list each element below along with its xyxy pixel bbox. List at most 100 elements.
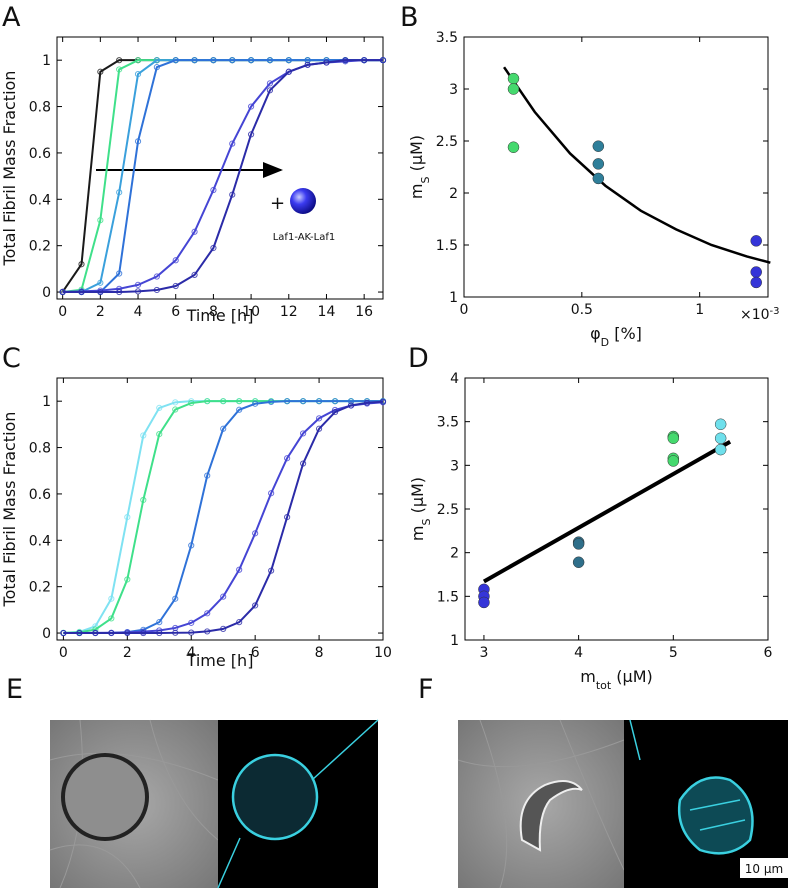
x-tick-label: 6 bbox=[171, 304, 180, 320]
y-axis-label: mS (μM) bbox=[408, 477, 433, 541]
data-point bbox=[204, 610, 211, 617]
plot-frame bbox=[56, 377, 384, 641]
y-tick-label: 2 bbox=[449, 186, 458, 202]
x-tick-label: 8 bbox=[315, 645, 324, 661]
y-tick-label: 0 bbox=[42, 626, 51, 642]
plot-frame bbox=[56, 36, 384, 300]
fit-line bbox=[62, 59, 383, 294]
y-axis-label: Total Fibril Mass Fraction bbox=[0, 412, 19, 608]
y-tick-label: 0.6 bbox=[29, 146, 51, 162]
y-tick-label: 0.2 bbox=[29, 580, 51, 596]
y-tick-label: 2 bbox=[450, 546, 459, 562]
data-point bbox=[478, 596, 490, 609]
x-tick-label: 0 bbox=[58, 304, 67, 320]
data-point bbox=[220, 593, 227, 600]
x-tick-label: 16 bbox=[355, 304, 373, 320]
data-point bbox=[236, 566, 243, 573]
x-tick-label: 3 bbox=[479, 645, 488, 661]
y-axis-label-unit: (μM) bbox=[408, 477, 427, 519]
panel-label: E bbox=[6, 674, 23, 705]
data-point bbox=[507, 83, 520, 95]
x-axis-label-unit: (μM) bbox=[611, 667, 653, 686]
x-tick-label: 0 bbox=[460, 302, 469, 318]
x-tick-label: 14 bbox=[318, 304, 336, 320]
x-tick-label: 4 bbox=[574, 645, 583, 661]
y-axis-label: mS (μM) bbox=[407, 135, 432, 199]
data-point bbox=[266, 80, 274, 87]
x-tick-label: 2 bbox=[96, 304, 105, 320]
data-point bbox=[592, 140, 605, 152]
data-point bbox=[592, 172, 605, 185]
fit-line bbox=[482, 440, 732, 584]
panel-label: C bbox=[2, 343, 21, 374]
multiplier-main: ×10 bbox=[740, 307, 770, 323]
y-tick-label: 0.2 bbox=[29, 239, 51, 255]
x-tick-label: 0.5 bbox=[571, 302, 593, 318]
y-tick-label: 1 bbox=[42, 394, 51, 410]
data-point bbox=[172, 257, 179, 264]
y-tick-label: 1.5 bbox=[437, 589, 459, 605]
x-tick-label: 10 bbox=[242, 304, 260, 320]
data-point bbox=[750, 276, 762, 289]
multiplier-exp: -3 bbox=[770, 306, 780, 317]
y-axis-label-main: m bbox=[408, 525, 427, 541]
y-tick-label: 1.5 bbox=[436, 238, 458, 254]
y-tick-label: 1 bbox=[450, 633, 459, 649]
x-axis-label-unit: [%] bbox=[609, 324, 642, 343]
panel-label: D bbox=[408, 343, 429, 374]
fit-line bbox=[62, 59, 383, 294]
data-point bbox=[714, 432, 727, 445]
x-axis-label-sub: tot bbox=[596, 679, 612, 692]
annotation: + bbox=[270, 193, 285, 214]
data-point bbox=[156, 619, 163, 626]
y-tick-label: 0.8 bbox=[29, 100, 51, 116]
data-point bbox=[299, 430, 307, 437]
plot-frame bbox=[463, 36, 769, 298]
x-tick-label: 6 bbox=[764, 645, 773, 661]
y-tick-label: 3.5 bbox=[437, 415, 459, 431]
x-axis-label-main: φ bbox=[590, 324, 601, 343]
micrograph-e bbox=[49, 719, 379, 889]
data-point bbox=[667, 432, 680, 445]
y-axis-label: Total Fibril Mass Fraction bbox=[0, 71, 19, 267]
data-point bbox=[266, 87, 274, 94]
x-tick-label: 12 bbox=[280, 304, 298, 320]
plot-frame bbox=[464, 377, 769, 641]
scale-bar-label: 10 μm bbox=[745, 862, 783, 876]
data-point bbox=[507, 141, 520, 153]
panel-label: B bbox=[400, 2, 419, 33]
x-tick-label: 2 bbox=[123, 645, 132, 661]
panel-label: F bbox=[418, 674, 434, 705]
y-tick-label: 4 bbox=[450, 371, 459, 387]
annotation: Laf1-AK-Laf1 bbox=[273, 232, 336, 243]
fit-line bbox=[62, 59, 383, 294]
data-point bbox=[191, 271, 198, 278]
data-point bbox=[507, 72, 520, 85]
y-tick-label: 3 bbox=[450, 458, 459, 474]
data-point bbox=[236, 619, 243, 626]
x-tick-label: 6 bbox=[251, 645, 260, 661]
x-tick-label: 5 bbox=[669, 645, 678, 661]
data-point bbox=[572, 538, 585, 550]
x-tick-label: 1 bbox=[695, 302, 704, 318]
y-tick-label: 2.5 bbox=[436, 134, 458, 150]
y-tick-label: 3 bbox=[449, 82, 458, 98]
data-point bbox=[331, 408, 339, 416]
data-point bbox=[252, 602, 259, 609]
y-tick-label: 0.8 bbox=[29, 441, 51, 457]
fit-line bbox=[61, 59, 383, 293]
y-axis-label-main: m bbox=[407, 183, 426, 199]
axis-multiplier: ×10-3 bbox=[740, 306, 780, 324]
y-tick-label: 0.6 bbox=[29, 487, 51, 503]
y-tick-label: 1 bbox=[449, 290, 458, 306]
x-tick-label: 4 bbox=[187, 645, 196, 661]
data-point bbox=[714, 443, 727, 456]
x-axis-label: φD [%] bbox=[590, 324, 642, 349]
x-tick-label: 10 bbox=[374, 645, 392, 661]
data-point bbox=[153, 273, 160, 280]
y-tick-label: 1 bbox=[42, 53, 51, 69]
y-tick-label: 3.5 bbox=[436, 30, 458, 46]
x-tick-label: 4 bbox=[134, 304, 143, 320]
sphere-icon bbox=[290, 188, 316, 214]
